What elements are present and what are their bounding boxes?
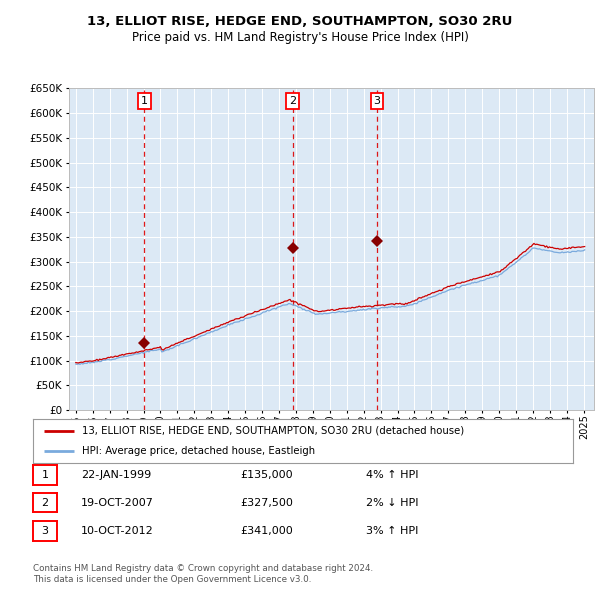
Text: 1: 1 [41,470,49,480]
Text: 19-OCT-2007: 19-OCT-2007 [81,498,154,507]
Text: Price paid vs. HM Land Registry's House Price Index (HPI): Price paid vs. HM Land Registry's House … [131,31,469,44]
Text: 2% ↓ HPI: 2% ↓ HPI [366,498,419,507]
Text: £341,000: £341,000 [240,526,293,536]
Text: 4% ↑ HPI: 4% ↑ HPI [366,470,419,480]
Text: 2: 2 [41,498,49,507]
Text: 22-JAN-1999: 22-JAN-1999 [81,470,151,480]
Text: HPI: Average price, detached house, Eastleigh: HPI: Average price, detached house, East… [82,446,315,456]
Text: 3% ↑ HPI: 3% ↑ HPI [366,526,418,536]
Text: £135,000: £135,000 [240,470,293,480]
Text: 10-OCT-2012: 10-OCT-2012 [81,526,154,536]
Text: £327,500: £327,500 [240,498,293,507]
Text: 13, ELLIOT RISE, HEDGE END, SOUTHAMPTON, SO30 2RU: 13, ELLIOT RISE, HEDGE END, SOUTHAMPTON,… [88,15,512,28]
Text: 3: 3 [373,96,380,106]
Text: 2: 2 [289,96,296,106]
Text: 13, ELLIOT RISE, HEDGE END, SOUTHAMPTON, SO30 2RU (detached house): 13, ELLIOT RISE, HEDGE END, SOUTHAMPTON,… [82,426,464,436]
Text: 1: 1 [141,96,148,106]
Text: 3: 3 [41,526,49,536]
Text: This data is licensed under the Open Government Licence v3.0.: This data is licensed under the Open Gov… [33,575,311,584]
Text: Contains HM Land Registry data © Crown copyright and database right 2024.: Contains HM Land Registry data © Crown c… [33,565,373,573]
